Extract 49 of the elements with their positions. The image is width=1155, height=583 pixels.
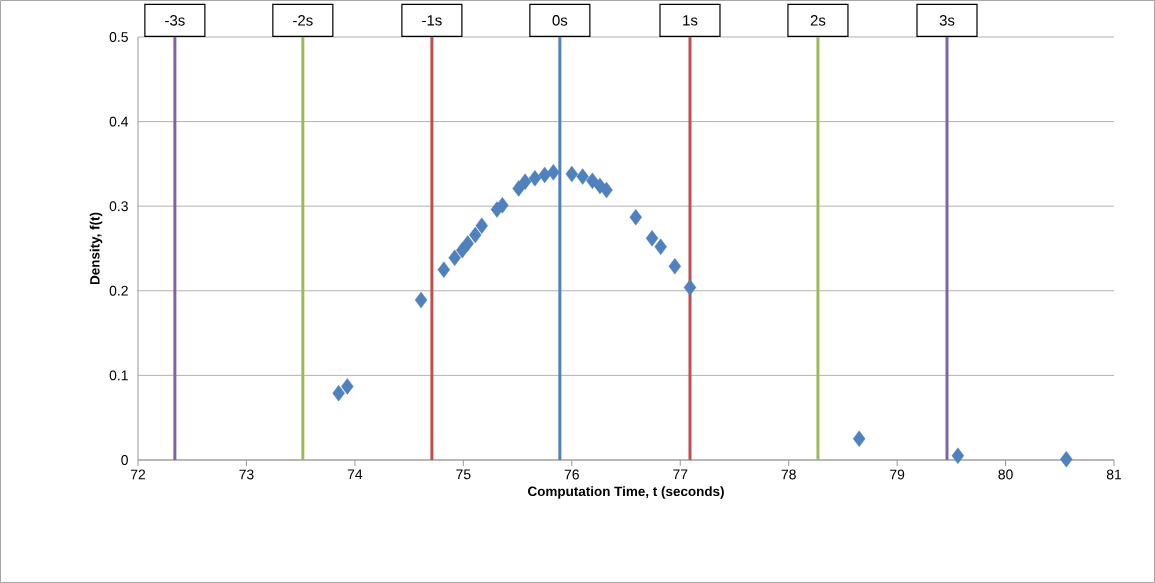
x-tick-label: 77	[673, 469, 688, 480]
y-tick-label: 0.1	[109, 370, 128, 381]
x-axis-title: Computation Time, t (seconds)	[528, 486, 724, 499]
point	[547, 164, 560, 181]
x-tick-label: 75	[456, 469, 471, 480]
ref-line-label: 2s	[810, 15, 826, 26]
ref-line-label: 1s	[683, 15, 698, 26]
point	[437, 261, 451, 278]
point	[645, 230, 659, 247]
point	[668, 258, 682, 275]
point	[576, 168, 589, 185]
point	[448, 249, 461, 266]
ref-line-label: 3s	[939, 15, 955, 26]
point	[600, 181, 613, 199]
y-tick-label: 0.3	[109, 201, 128, 212]
point	[414, 291, 428, 309]
y-axis-title: Density, f(t)	[89, 212, 103, 285]
point	[629, 208, 642, 226]
y-tick-label: 0.4	[109, 116, 129, 127]
x-tick-label: 76	[564, 469, 579, 480]
x-tick-label: 72	[130, 469, 146, 480]
point	[469, 226, 482, 244]
y-tick-label: 0.2	[109, 285, 128, 296]
point	[683, 279, 697, 296]
point	[332, 384, 345, 402]
ref-line-label: -3s	[165, 15, 185, 26]
point	[518, 173, 532, 190]
x-tick-label: 81	[1106, 469, 1122, 480]
point	[496, 197, 509, 214]
ref-line-label: -2s	[293, 15, 313, 26]
x-tick-label: 80	[998, 469, 1013, 480]
point	[586, 172, 599, 190]
y-tick-label: 0.5	[109, 32, 128, 42]
point	[475, 217, 488, 234]
point	[565, 165, 578, 183]
ref-line-label: 0s	[552, 15, 568, 26]
point	[341, 378, 354, 395]
point	[1060, 450, 1073, 468]
point	[951, 447, 965, 464]
x-tick-label: 74	[347, 469, 363, 480]
y-tick-label: 0	[121, 455, 128, 465]
x-tick-label: 73	[239, 469, 254, 480]
point	[528, 170, 542, 187]
point	[654, 238, 667, 255]
point	[852, 430, 866, 448]
ref-line-label: -1s	[422, 15, 442, 26]
point	[461, 235, 474, 252]
x-tick-label: 79	[890, 469, 905, 480]
x-tick-label: 78	[781, 469, 796, 480]
